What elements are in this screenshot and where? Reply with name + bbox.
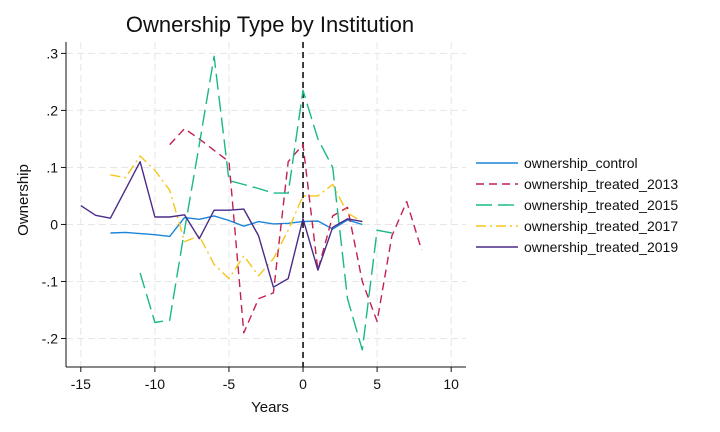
x-tick-label: -5	[223, 376, 236, 392]
legend-label: ownership_treated_2019	[524, 239, 678, 255]
x-tick-label: -10	[145, 376, 165, 392]
x-tick-label: 0	[299, 376, 307, 392]
y-tick-label: .2	[46, 102, 58, 118]
x-tick-label: -15	[71, 376, 91, 392]
legend-label: ownership_treated_2013	[524, 176, 678, 192]
series-line-ownership-treated-2019	[80, 160, 363, 288]
series-line-ownership-treated-2017	[110, 155, 363, 280]
series-line-ownership-control	[110, 215, 363, 238]
y-tick-label: .1	[46, 159, 58, 175]
series-line-ownership-treated-2015	[139, 55, 393, 351]
legend-label: ownership_treated_2017	[524, 218, 678, 234]
y-tick-label: .3	[46, 45, 58, 61]
x-tick-label: 10	[443, 376, 459, 392]
x-axis-title: Years	[251, 399, 289, 416]
grid-layer	[66, 42, 466, 367]
series-layer	[80, 55, 423, 351]
legend-label: ownership_treated_2015	[524, 197, 678, 213]
y-axis-title: Ownership	[15, 164, 32, 236]
chart-title: Ownership Type by Institution	[126, 12, 414, 37]
y-tick-label: 0	[50, 216, 58, 232]
legend-label: ownership_control	[524, 155, 638, 171]
x-tick-label: 5	[373, 376, 381, 392]
y-tick-label: -.1	[42, 273, 59, 289]
y-tick-label: -.2	[42, 330, 59, 346]
axes-layer: -15 -10 -5 0 5 10 .3 .2 .1 0 -.1 -.2	[42, 42, 466, 392]
series-line-ownership-treated-2013	[169, 127, 423, 334]
legend: ownership_control ownership_treated_2013o…	[476, 155, 678, 255]
